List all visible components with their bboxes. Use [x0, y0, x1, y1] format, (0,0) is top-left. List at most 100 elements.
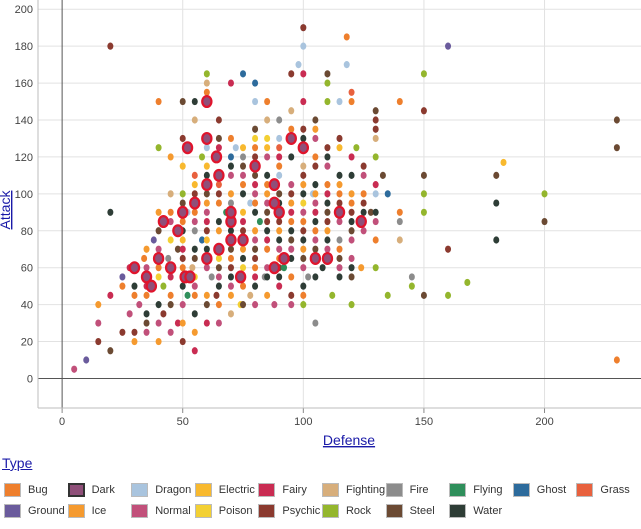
highlighted-point-dark[interactable] — [333, 205, 346, 219]
point-ghost[interactable] — [252, 79, 259, 87]
point-water[interactable] — [336, 171, 343, 179]
highlighted-point-dark[interactable] — [140, 270, 153, 284]
point-bug[interactable] — [264, 97, 271, 106]
point-bug[interactable] — [240, 181, 247, 189]
highlighted-point-dark[interactable] — [201, 131, 213, 145]
point-steel[interactable] — [203, 190, 210, 198]
legend-item-flying[interactable]: Flying — [449, 483, 513, 497]
point-steel[interactable] — [252, 171, 259, 179]
point-psychic[interactable] — [336, 199, 343, 207]
point-steel[interactable] — [348, 227, 355, 235]
point-steel[interactable] — [613, 144, 620, 152]
point-fire[interactable] — [336, 236, 343, 244]
point-fighting[interactable] — [191, 116, 198, 124]
point-normal[interactable] — [227, 282, 234, 290]
point-psychic[interactable] — [160, 310, 167, 318]
point-ghost[interactable] — [227, 153, 234, 161]
point-steel[interactable] — [336, 254, 343, 263]
point-ice[interactable] — [324, 227, 331, 235]
point-bug[interactable] — [143, 291, 150, 299]
point-steel[interactable] — [613, 116, 620, 124]
point-flying[interactable] — [184, 291, 191, 299]
point-psychic[interactable] — [119, 328, 126, 336]
point-normal[interactable] — [252, 190, 259, 198]
point-fighting[interactable] — [247, 291, 254, 299]
point-rock[interactable] — [384, 291, 391, 299]
point-psychic[interactable] — [288, 70, 295, 78]
legend-item-fairy[interactable]: Fairy — [258, 483, 322, 497]
point-psychic[interactable] — [203, 227, 210, 235]
point-water[interactable] — [372, 208, 379, 216]
point-fighting[interactable] — [189, 264, 196, 272]
point-water[interactable] — [348, 171, 355, 179]
point-bug[interactable] — [348, 97, 355, 106]
point-water[interactable] — [215, 217, 222, 226]
point-dragon[interactable] — [247, 199, 254, 207]
point-ice[interactable] — [276, 227, 283, 235]
highlighted-point-dark[interactable] — [201, 251, 213, 265]
point-normal[interactable] — [312, 134, 319, 143]
point-normal[interactable] — [203, 208, 210, 216]
point-steel[interactable] — [300, 254, 307, 263]
point-water[interactable] — [191, 310, 198, 318]
point-rock[interactable] — [541, 190, 548, 198]
point-fire[interactable] — [191, 227, 198, 235]
point-electric[interactable] — [240, 144, 247, 152]
point-poison[interactable] — [155, 273, 162, 281]
point-steel[interactable] — [420, 171, 427, 179]
point-steel[interactable] — [420, 291, 427, 299]
highlighted-point-dark[interactable] — [181, 141, 194, 155]
point-rock[interactable] — [324, 97, 331, 106]
point-steel[interactable] — [179, 97, 186, 106]
highlighted-point-dark[interactable] — [234, 270, 247, 284]
legend-item-electric[interactable]: Electric — [194, 483, 259, 497]
point-fire[interactable] — [240, 153, 247, 161]
point-ice[interactable] — [300, 181, 307, 189]
highlighted-point-dark[interactable] — [152, 251, 165, 265]
point-dragon[interactable] — [372, 190, 379, 198]
point-poison[interactable] — [300, 199, 307, 207]
point-dragon[interactable] — [336, 97, 343, 106]
point-ice[interactable] — [215, 227, 222, 235]
point-dragon[interactable] — [252, 97, 259, 106]
point-water[interactable] — [131, 282, 138, 290]
highlighted-point-dark[interactable] — [164, 261, 177, 275]
highlighted-point-dark[interactable] — [210, 150, 223, 164]
point-ice[interactable] — [143, 245, 150, 253]
point-psychic[interactable] — [372, 116, 379, 124]
point-fairy[interactable] — [276, 153, 283, 161]
point-dragon[interactable] — [276, 134, 283, 143]
point-water[interactable] — [319, 264, 326, 272]
point-fire[interactable] — [312, 319, 319, 327]
point-fairy[interactable] — [107, 291, 114, 299]
point-electric[interactable] — [240, 208, 247, 216]
point-psychic[interactable] — [215, 116, 222, 124]
point-water[interactable] — [227, 273, 234, 281]
point-water[interactable] — [300, 282, 307, 290]
point-bug[interactable] — [300, 217, 307, 226]
point-psychic[interactable] — [300, 227, 307, 235]
point-water[interactable] — [191, 245, 198, 253]
point-water[interactable] — [336, 273, 343, 281]
highlighted-point-dark[interactable] — [177, 205, 189, 219]
point-psychic[interactable] — [276, 217, 283, 226]
point-rock[interactable] — [420, 208, 427, 216]
point-steel[interactable] — [367, 208, 374, 216]
point-water[interactable] — [227, 162, 234, 170]
point-bug[interactable] — [252, 264, 259, 272]
highlighted-point-dark[interactable] — [268, 261, 281, 275]
point-normal[interactable] — [336, 217, 343, 226]
point-rock[interactable] — [408, 282, 415, 290]
point-psychic[interactable] — [191, 190, 198, 198]
point-normal[interactable] — [348, 254, 355, 263]
point-normal[interactable] — [136, 301, 143, 309]
point-rock[interactable] — [445, 291, 452, 299]
point-steel[interactable] — [348, 273, 355, 281]
point-fairy[interactable] — [203, 319, 210, 327]
point-water[interactable] — [107, 208, 114, 216]
point-fairy[interactable] — [276, 282, 283, 290]
point-fire[interactable] — [165, 254, 172, 263]
point-rock[interactable] — [372, 153, 379, 161]
point-normal[interactable] — [360, 171, 367, 179]
point-psychic[interactable] — [372, 125, 379, 133]
